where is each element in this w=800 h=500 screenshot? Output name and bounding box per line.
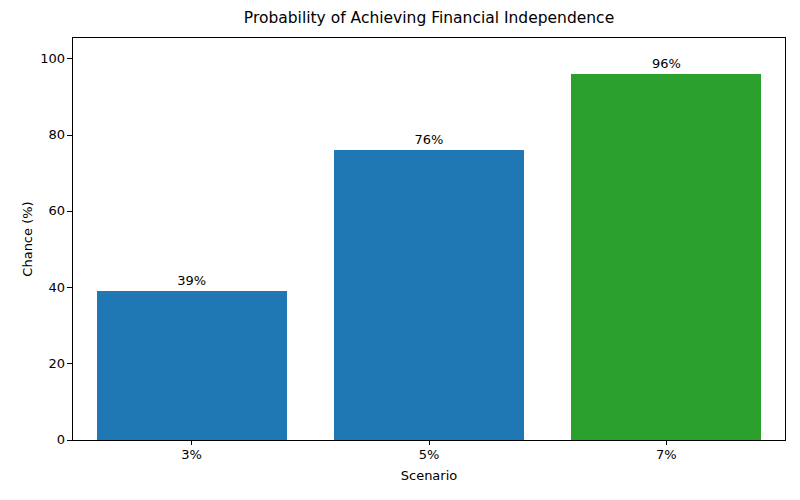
bar-chart-figure: Probability of Achieving Financial Indep… — [0, 0, 800, 500]
x-axis-label: Scenario — [72, 468, 786, 483]
y-tick-mark — [67, 440, 72, 441]
bar — [334, 150, 524, 440]
bar — [97, 291, 287, 440]
y-tick-label: 0 — [21, 432, 65, 448]
x-tick-label: 3% — [152, 447, 232, 463]
y-tick-label: 20 — [21, 356, 65, 372]
plot-area: 02040608010039%3%76%5%96%7% — [72, 37, 786, 441]
y-tick-label: 60 — [21, 203, 65, 219]
y-tick-mark — [67, 211, 72, 212]
bar — [571, 74, 761, 440]
bar-value-label: 76% — [389, 132, 469, 148]
bar-value-label: 96% — [626, 56, 706, 72]
bar-value-label: 39% — [152, 273, 232, 289]
x-tick-mark — [191, 440, 192, 445]
chart-title: Probability of Achieving Financial Indep… — [72, 9, 786, 28]
y-tick-mark — [67, 135, 72, 136]
x-tick-mark — [429, 440, 430, 445]
y-tick-label: 40 — [21, 280, 65, 296]
y-tick-mark — [67, 287, 72, 288]
y-tick-label: 80 — [21, 127, 65, 143]
x-tick-mark — [666, 440, 667, 445]
x-tick-label: 5% — [389, 447, 469, 463]
y-tick-mark — [67, 58, 72, 59]
y-tick-mark — [67, 363, 72, 364]
x-tick-label: 7% — [626, 447, 706, 463]
y-tick-label: 100 — [21, 51, 65, 67]
